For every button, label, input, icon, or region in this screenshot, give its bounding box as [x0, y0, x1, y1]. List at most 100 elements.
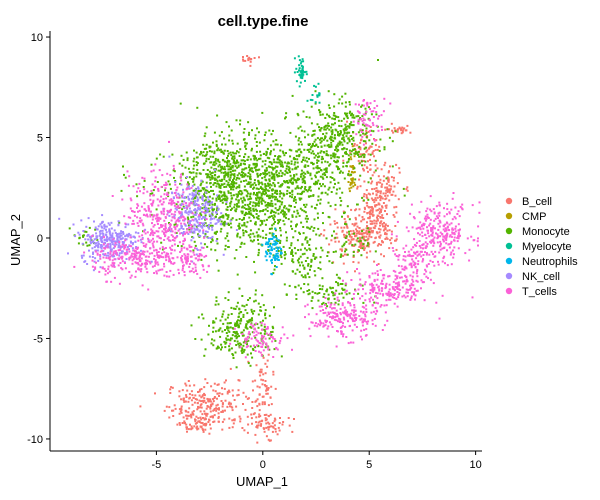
- data-point: [364, 112, 367, 115]
- data-point: [372, 241, 375, 244]
- data-point: [346, 117, 349, 120]
- data-point: [94, 266, 97, 269]
- data-point: [284, 251, 286, 254]
- data-point: [229, 405, 231, 408]
- data-point: [242, 168, 245, 171]
- data-point: [348, 174, 351, 177]
- data-point: [293, 178, 296, 181]
- data-point: [341, 95, 344, 98]
- data-point: [249, 239, 252, 242]
- data-point: [243, 128, 246, 130]
- data-point: [215, 215, 217, 218]
- data-point: [103, 236, 105, 239]
- data-point: [255, 426, 258, 428]
- data-point: [118, 232, 121, 235]
- data-point: [117, 264, 120, 267]
- data-point: [274, 339, 277, 342]
- data-point: [234, 165, 237, 168]
- data-point: [319, 151, 322, 154]
- data-point: [395, 205, 398, 208]
- data-point: [119, 256, 122, 259]
- data-point: [311, 296, 314, 299]
- data-point: [208, 191, 210, 194]
- data-point: [196, 402, 199, 405]
- data-point: [285, 216, 287, 219]
- data-point: [304, 182, 307, 185]
- data-point: [298, 155, 301, 158]
- data-point: [275, 257, 278, 260]
- data-point: [275, 169, 278, 172]
- data-point: [224, 222, 227, 225]
- data-point: [247, 360, 250, 363]
- data-point: [333, 178, 336, 181]
- data-point: [244, 144, 247, 147]
- data-point: [279, 169, 282, 172]
- data-point: [363, 235, 366, 238]
- data-point: [382, 202, 385, 204]
- data-point: [278, 220, 281, 223]
- data-point: [445, 237, 447, 240]
- data-point: [249, 345, 252, 348]
- data-point: [223, 220, 226, 223]
- data-point: [268, 180, 271, 183]
- data-point: [223, 182, 226, 185]
- data-point: [458, 229, 461, 232]
- data-point: [211, 201, 213, 204]
- data-point: [194, 197, 197, 200]
- data-point: [190, 197, 193, 200]
- data-point: [348, 242, 351, 245]
- data-point: [316, 212, 319, 215]
- data-point: [314, 180, 317, 183]
- data-point: [328, 128, 331, 131]
- data-point: [362, 243, 365, 246]
- data-point: [175, 203, 178, 206]
- data-point: [196, 398, 198, 401]
- data-point: [326, 305, 329, 308]
- data-point: [421, 224, 424, 227]
- data-point: [280, 192, 283, 195]
- data-point: [374, 205, 377, 208]
- data-point: [244, 141, 247, 144]
- data-point: [232, 169, 235, 172]
- data-point: [159, 237, 162, 240]
- data-point: [137, 232, 140, 235]
- data-point: [302, 177, 305, 180]
- data-point: [163, 184, 166, 187]
- data-point: [217, 346, 220, 349]
- data-point: [161, 230, 164, 233]
- data-point: [261, 229, 264, 232]
- data-point: [367, 245, 370, 248]
- data-point: [117, 220, 120, 223]
- data-point: [248, 164, 251, 167]
- data-point: [293, 156, 296, 159]
- data-point: [134, 247, 137, 250]
- data-point: [199, 416, 202, 419]
- data-point: [209, 218, 212, 221]
- data-point: [241, 200, 244, 203]
- data-point: [211, 338, 213, 341]
- data-point: [271, 238, 274, 240]
- data-point: [392, 190, 395, 193]
- data-point: [250, 417, 253, 420]
- data-point: [446, 213, 448, 216]
- data-point: [402, 255, 405, 258]
- data-point: [198, 192, 201, 195]
- data-point: [384, 284, 387, 287]
- data-point: [356, 185, 359, 188]
- data-point: [174, 407, 177, 410]
- data-point: [214, 330, 217, 333]
- data-point: [354, 152, 357, 155]
- data-point: [377, 202, 380, 205]
- data-point: [318, 292, 321, 294]
- data-point: [309, 172, 312, 175]
- data-point: [167, 211, 170, 214]
- data-point: [201, 225, 203, 228]
- data-point: [258, 403, 261, 406]
- data-point: [438, 225, 441, 228]
- data-point: [432, 253, 434, 256]
- data-point: [262, 236, 265, 239]
- data-point: [406, 186, 409, 189]
- data-point: [246, 195, 249, 198]
- data-point: [187, 185, 190, 188]
- data-point: [359, 134, 362, 137]
